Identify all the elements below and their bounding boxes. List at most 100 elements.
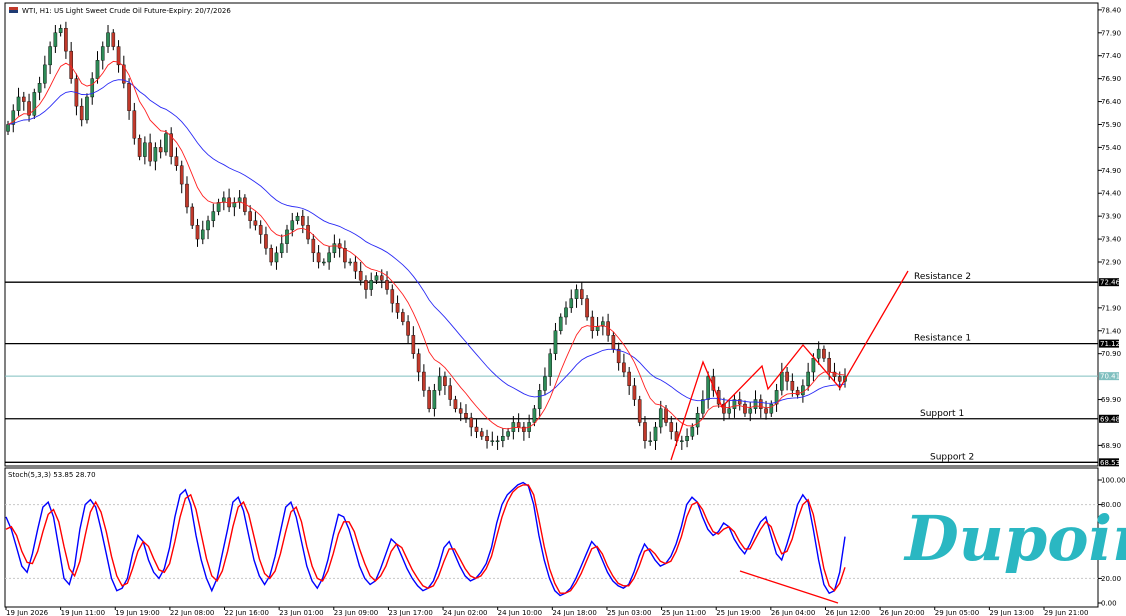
bear-candle [195, 225, 200, 240]
divergence-line [739, 570, 839, 604]
indicator-info-text: Stoch(5,3,3) 53.85 28.70 [8, 471, 96, 479]
bull-candle [200, 229, 205, 240]
price-tick-label: 69.90 [1101, 396, 1121, 404]
stoch-tick-label: 80.00 [1101, 501, 1121, 509]
bear-candle [174, 156, 179, 166]
price-tick-label: 77.90 [1101, 29, 1121, 37]
stoch-tick-label: 20.00 [1101, 575, 1121, 583]
level-tag-text: 69.48 [1100, 415, 1120, 423]
time-tick-label: 29 Jun 13:00 [989, 609, 1033, 616]
bull-candle [11, 110, 16, 125]
bear-candle [111, 32, 116, 47]
symbol-info-text: WTI, H1: US Light Sweet Crude Oil Future… [22, 7, 231, 15]
level-tag-bg [1099, 414, 1119, 423]
bull-candle [58, 28, 63, 33]
time-tick-label: 22 Jun 08:00 [170, 609, 214, 616]
bear-candle [253, 220, 258, 226]
bull-candle [753, 399, 758, 409]
bull-candle [701, 399, 705, 414]
bull-candle [495, 440, 500, 442]
bear-candle [795, 390, 800, 396]
level-tag-bg [1099, 278, 1119, 287]
bull-candle [816, 348, 821, 359]
bull-candle [106, 32, 110, 47]
bear-candle [585, 298, 589, 318]
bear-candle [764, 408, 768, 414]
bull-candle [369, 280, 374, 290]
support-resistance-levels: Resistance 2 72.46 Resistance 1 71.12 Suppor… [5, 272, 1121, 467]
bull-candle [327, 252, 331, 263]
bull-candle [37, 83, 42, 93]
bear-candle [669, 422, 674, 432]
bear-candle [785, 371, 789, 382]
bull-candle [206, 220, 210, 231]
time-tick-label: 23 Jun 17:00 [388, 609, 432, 616]
bull-candle [769, 403, 774, 414]
bull-candle [285, 229, 289, 244]
bull-candle [706, 376, 710, 400]
bull-candle [685, 436, 689, 441]
bear-candle [248, 211, 252, 221]
time-tick-label: 26 Jun 20:00 [880, 609, 924, 616]
bull-candle [548, 353, 553, 377]
current-price-tag: 70.41 [1100, 373, 1120, 381]
bear-candle [185, 183, 189, 208]
bear-candle [616, 348, 621, 364]
level-tag-text: 71.12 [1100, 340, 1120, 348]
bear-candle [458, 408, 463, 414]
bear-candle [448, 385, 452, 400]
bear-candle [411, 335, 416, 354]
bull-candle [348, 261, 352, 264]
bear-candle [464, 413, 468, 419]
slow-ma-line [7, 79, 846, 404]
bull-candle [237, 197, 242, 203]
bear-candle [590, 316, 595, 331]
bear-candle [116, 46, 121, 66]
bear-candle [516, 422, 521, 428]
bull-candle [732, 399, 737, 409]
pattern-zigzag-line [670, 270, 909, 461]
fast-ma-line [7, 60, 846, 430]
bull-candle [95, 60, 100, 79]
stoch-signal-line [5, 484, 846, 594]
dupoin-logo: Dupoin [903, 502, 1126, 575]
time-tick-label: 24 Jun 18:00 [552, 609, 596, 616]
time-tick-label: 23 Jun 01:00 [279, 609, 323, 616]
stoch-main-line [5, 481, 846, 597]
bear-candle [179, 165, 184, 185]
price-tick-label: 68.90 [1101, 442, 1121, 450]
bull-candle [806, 371, 810, 386]
symbol-flag-stripe [9, 10, 18, 13]
bull-candle [6, 124, 10, 132]
bull-candle [532, 408, 537, 423]
bear-candle [632, 385, 637, 400]
bull-candle [16, 96, 21, 111]
level-label: Resistance 1 [914, 334, 971, 344]
bear-candle [485, 436, 489, 441]
bull-candle [543, 376, 547, 391]
bear-candle [132, 110, 137, 139]
bear-candle [827, 358, 832, 373]
price-tick-label: 74.90 [1101, 167, 1121, 175]
level-tag-bg [1099, 458, 1119, 467]
price-tick-label: 71.40 [1101, 327, 1121, 335]
bear-candle [622, 362, 626, 373]
bull-candle [322, 261, 326, 264]
price-tick-label: 73.40 [1101, 236, 1121, 244]
bull-candle [501, 436, 505, 441]
bear-candle [579, 289, 584, 299]
bull-candle [279, 243, 284, 254]
level-tag-text: 68.53 [1100, 459, 1120, 467]
price-tick-label: 76.90 [1101, 75, 1121, 83]
bull-candle [680, 440, 684, 442]
time-tick-label: 23 Jun 09:00 [334, 609, 378, 616]
bull-candle [143, 142, 147, 157]
bear-candle [190, 206, 195, 226]
price-tick-label: 72.90 [1101, 259, 1121, 267]
time-tick-label: 24 Jun 10:00 [498, 609, 542, 616]
stoch-tick-label: 100.00 [1101, 477, 1126, 485]
bear-candle [64, 28, 68, 52]
level-tag-text: 72.46 [1100, 279, 1121, 287]
time-tick-label: 25 Jun 19:00 [716, 609, 760, 616]
